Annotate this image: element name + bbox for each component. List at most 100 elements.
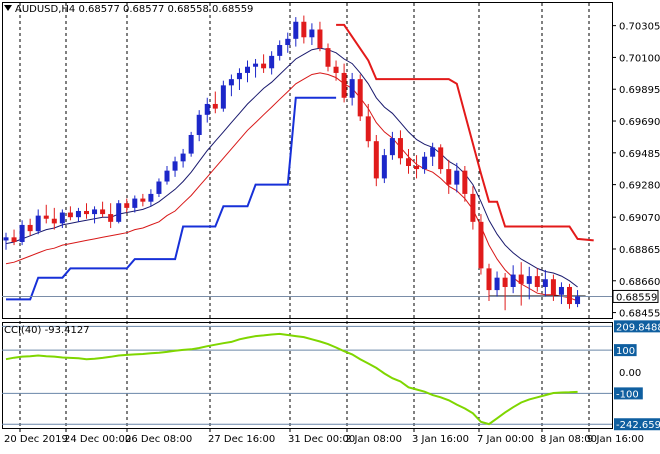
- time-tick-label: 27 Dec 16:00: [208, 434, 275, 445]
- price-tick-label: 0.68865: [619, 245, 660, 256]
- candle: [188, 131, 194, 157]
- candle-body: [357, 79, 363, 117]
- candle-body: [148, 193, 154, 202]
- trailing-stop-red-line: [336, 23, 594, 242]
- candle: [204, 97, 210, 123]
- candle-body: [526, 276, 532, 284]
- candle-body: [438, 147, 444, 170]
- cci-tick-label: -100: [616, 389, 639, 400]
- candle-body: [422, 156, 428, 170]
- candle: [558, 282, 564, 305]
- candle-body: [542, 279, 548, 287]
- moving-average-red-line: [5, 72, 578, 302]
- candle-body: [212, 103, 218, 109]
- candle-body: [510, 274, 516, 287]
- price-tick-label: 0.69280: [619, 181, 660, 192]
- cci-line: [5, 332, 578, 426]
- candle-body: [341, 72, 347, 98]
- dropdown-triangle-icon[interactable]: [4, 5, 12, 11]
- candle-body: [35, 215, 41, 232]
- candle: [357, 74, 363, 122]
- candle-body: [84, 210, 89, 215]
- cci-tick-label: -242.6591: [616, 420, 660, 431]
- candle: [245, 60, 250, 83]
- candle-body: [188, 134, 194, 154]
- candle: [414, 155, 420, 179]
- candle-body: [116, 203, 122, 222]
- price-tick-label: 0.69895: [619, 85, 660, 96]
- candle-body: [92, 209, 98, 215]
- candle-body: [550, 279, 556, 295]
- time-tick-label: 26 Dec 08:00: [125, 434, 192, 445]
- candle-body: [245, 66, 250, 73]
- candle: [438, 144, 444, 174]
- price-tick-label: 0.69690: [619, 117, 660, 128]
- candle-body: [518, 274, 524, 284]
- cci-level-tag: [614, 320, 660, 333]
- price-panel-border: [2, 2, 613, 319]
- cci-level-tag: [614, 387, 643, 400]
- cci-header: CCI(40) -93.4127: [4, 325, 90, 336]
- candle-body: [51, 218, 57, 224]
- candle: [236, 68, 242, 90]
- candle-body: [100, 209, 106, 215]
- candle: [27, 218, 33, 236]
- candle: [333, 60, 339, 81]
- candle-body: [204, 103, 210, 115]
- candle: [11, 229, 17, 246]
- candle: [430, 142, 436, 166]
- cci-tick-label: 100: [616, 346, 635, 357]
- candle: [277, 40, 283, 61]
- candle: [285, 32, 291, 53]
- candle-body: [365, 116, 371, 142]
- candle-body: [19, 224, 25, 242]
- time-tick-label: 24 Dec 00:00: [64, 434, 131, 445]
- time-gridlines: [19, 3, 590, 428]
- candle-body: [285, 38, 291, 46]
- candle: [309, 23, 315, 46]
- candle-body: [156, 181, 162, 194]
- candle: [59, 209, 65, 229]
- time-tick-label: 2 Jan 08:00: [345, 434, 402, 445]
- candle-body: [132, 198, 138, 208]
- candle: [397, 130, 403, 165]
- candle: [180, 148, 186, 168]
- cci-level-tag: [614, 344, 637, 357]
- time-tick-label: 8 Jan 08:00: [540, 434, 597, 445]
- candle-body: [446, 169, 452, 185]
- candle: [325, 43, 331, 72]
- candle: [92, 206, 98, 224]
- candle: [156, 178, 162, 198]
- cci-plot[interactable]: [2, 325, 612, 426]
- candle-body: [397, 138, 403, 159]
- candle: [454, 162, 460, 193]
- price-tick-label: 0.68660: [619, 277, 660, 288]
- moving-average-dark-line: [5, 47, 578, 288]
- candle-body: [454, 170, 460, 185]
- candle: [269, 51, 275, 75]
- candle-body: [180, 153, 186, 162]
- time-tick-label: 7 Jan 00:00: [477, 434, 534, 445]
- candle-body: [172, 161, 178, 171]
- candle: [518, 262, 524, 306]
- candle-body: [406, 158, 411, 166]
- candle: [550, 274, 556, 301]
- candle-body: [75, 210, 81, 218]
- candle: [75, 207, 81, 222]
- candle-body: [381, 155, 387, 179]
- candle: [486, 263, 492, 301]
- candle-body: [567, 286, 572, 305]
- time-tick-label: 3 Jan 16:00: [412, 434, 469, 445]
- candle-body: [478, 221, 484, 269]
- candle: [293, 17, 299, 47]
- cci-level-tag: [614, 418, 660, 431]
- candle: [349, 72, 355, 106]
- candle-body: [140, 198, 146, 202]
- candle: [228, 74, 234, 97]
- price-plot[interactable]: [2, 15, 612, 311]
- candle: [462, 166, 468, 202]
- candle-body: [494, 277, 500, 291]
- candle: [381, 148, 387, 184]
